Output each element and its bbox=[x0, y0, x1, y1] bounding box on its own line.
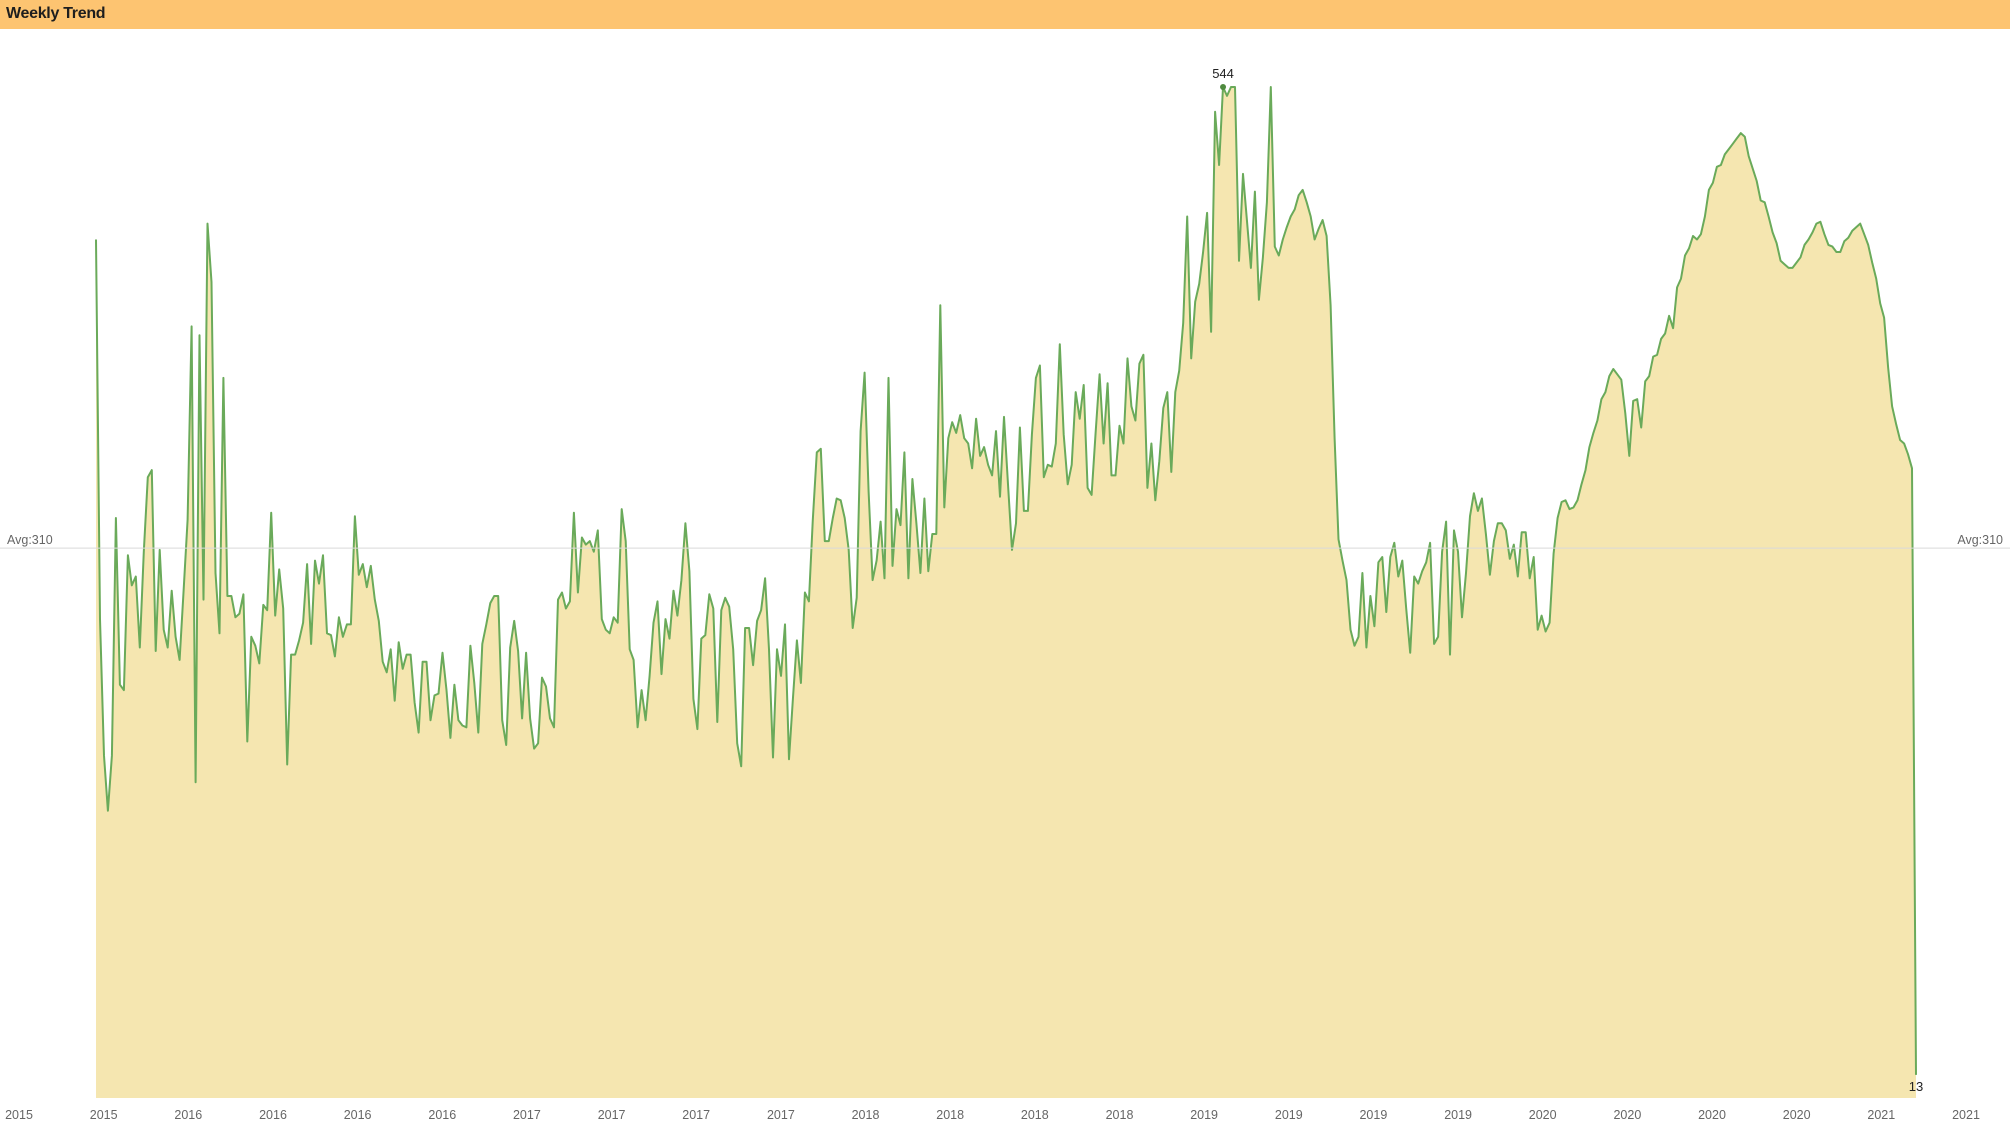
x-tick-label: 2016 bbox=[344, 1108, 372, 1122]
max-data-label: 544 bbox=[1212, 66, 1234, 81]
x-tick-label: 2019 bbox=[1275, 1108, 1303, 1122]
x-tick-label: 2017 bbox=[767, 1108, 795, 1122]
x-tick-label: 2019 bbox=[1359, 1108, 1387, 1122]
x-tick-label: 2016 bbox=[428, 1108, 456, 1122]
x-tick-label: 2018 bbox=[936, 1108, 964, 1122]
x-tick-label: 2020 bbox=[1529, 1108, 1557, 1122]
chart-title: Weekly Trend bbox=[6, 5, 106, 22]
x-tick-label: 2016 bbox=[259, 1108, 287, 1122]
x-axis-ticks: 2015 2015 2016 2016 2016 2016 2017 2017 2017 2017… bbox=[5, 1108, 1980, 1122]
x-tick-label: 2021 bbox=[1952, 1108, 1980, 1122]
x-tick-label: 2020 bbox=[1783, 1108, 1811, 1122]
min-data-label: 13 bbox=[1909, 1079, 1923, 1094]
x-tick-label: 2015 bbox=[5, 1108, 33, 1122]
x-tick-label: 2015 bbox=[90, 1108, 118, 1122]
x-tick-label: 2019 bbox=[1190, 1108, 1218, 1122]
x-tick-label: 2018 bbox=[1021, 1108, 1049, 1122]
x-tick-label: 2019 bbox=[1444, 1108, 1472, 1122]
x-tick-label: 2016 bbox=[174, 1108, 202, 1122]
x-tick-label: 2017 bbox=[598, 1108, 626, 1122]
area-fill bbox=[96, 87, 1916, 1098]
x-tick-label: 2017 bbox=[513, 1108, 541, 1122]
x-tick-label: 2018 bbox=[852, 1108, 880, 1122]
x-tick-label: 2020 bbox=[1698, 1108, 1726, 1122]
x-tick-label: 2018 bbox=[1106, 1108, 1134, 1122]
x-tick-label: 2017 bbox=[682, 1108, 710, 1122]
trend-line bbox=[95, 86, 1917, 1075]
x-tick-label: 2020 bbox=[1613, 1108, 1641, 1122]
header-bar: Weekly Trend bbox=[0, 0, 2010, 29]
average-label-right: Avg:310 bbox=[1957, 533, 2003, 547]
max-point-marker bbox=[1220, 84, 1227, 90]
average-label-left: Avg:310 bbox=[7, 533, 53, 547]
x-tick-label: 2021 bbox=[1867, 1108, 1895, 1122]
